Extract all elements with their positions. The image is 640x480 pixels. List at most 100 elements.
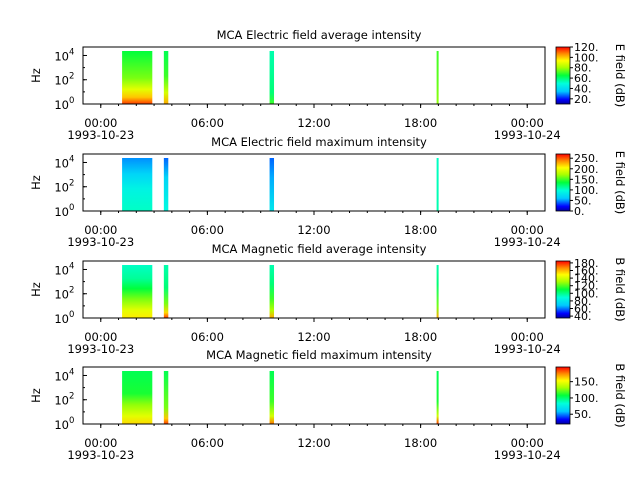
x-tick-label: 00:00 <box>84 436 117 450</box>
x-tick-label: 12:00 <box>297 223 330 237</box>
y-tick-exponent: 2 <box>69 286 74 296</box>
colorbar-label: E field (dB) <box>613 44 627 108</box>
colorbar-tick-label: 250. <box>574 152 599 165</box>
y-axis-label: Hz <box>29 175 43 190</box>
y-tick-label: 10 <box>54 312 69 326</box>
y-tick-exponent: 0 <box>69 310 74 320</box>
spectrogram-segment <box>122 158 153 211</box>
panel-2: MCA Electric field maximum intensity 10 0 1… <box>29 135 627 249</box>
y-tick-exponent: 2 <box>69 72 74 82</box>
y-axis-label: Hz <box>29 282 43 297</box>
colorbar-tick-label: 120. <box>574 280 599 293</box>
x-tick-date: 1993-10-24 <box>494 342 561 356</box>
colorbar-tick-label: 160. <box>574 265 599 278</box>
y-tick-exponent: 4 <box>69 47 74 57</box>
x-tick-label: 12:00 <box>297 436 330 450</box>
x-tick-label: 00:00 <box>511 330 544 344</box>
colorbar-tick-label: 60. <box>574 303 592 316</box>
spectrogram-segment <box>163 158 169 211</box>
x-tick-date: 1993-10-23 <box>67 342 134 356</box>
y-tick-exponent: 2 <box>69 392 74 402</box>
spectrogram-segment <box>122 51 153 104</box>
y-tick-label: 10 <box>54 205 69 219</box>
spectrogram-segment <box>163 265 169 318</box>
y-tick-exponent: 4 <box>69 367 74 377</box>
panel-title: MCA Electric field maximum intensity <box>211 135 427 149</box>
y-tick-label: 10 <box>54 418 69 432</box>
y-axis-label: Hz <box>29 68 43 83</box>
colorbar-tick-label: 80. <box>574 295 592 308</box>
x-tick-label: 00:00 <box>511 116 544 130</box>
y-tick-label: 10 <box>54 49 69 63</box>
x-tick-label: 18:00 <box>404 436 437 450</box>
y-tick-exponent: 4 <box>69 261 74 271</box>
y-tick-exponent: 0 <box>69 416 74 426</box>
colorbar-tick-label: 200. <box>574 163 599 176</box>
y-tick-label: 10 <box>54 288 69 302</box>
y-tick-exponent: 0 <box>69 203 74 213</box>
colorbar-label: E field (dB) <box>613 151 627 215</box>
x-tick-date: 1993-10-24 <box>494 128 561 142</box>
spectrogram-segment <box>163 371 169 424</box>
colorbar-tick-label: 150. <box>574 173 599 186</box>
plot-area <box>82 153 546 212</box>
x-tick-label: 00:00 <box>84 330 117 344</box>
colorbar-label: B field (dB) <box>613 363 627 427</box>
panel-title: MCA Magnetic field maximum intensity <box>206 348 432 362</box>
spectrogram-segment <box>436 158 439 211</box>
x-tick-label: 18:00 <box>404 116 437 130</box>
spectrogram-segment <box>122 265 153 318</box>
colorbar-tick-label: 40. <box>574 82 592 95</box>
colorbar-tick-label: 0. <box>574 205 585 218</box>
x-tick-date: 1993-10-23 <box>67 128 134 142</box>
x-tick-label: 06:00 <box>191 223 224 237</box>
colorbar-tick-label: 50. <box>574 408 592 421</box>
colorbar <box>555 366 571 425</box>
spectrogram-segment <box>122 371 153 424</box>
y-tick-label: 10 <box>54 394 69 408</box>
plot-area <box>82 366 546 425</box>
colorbar-tick-label: 100. <box>574 287 599 300</box>
colorbar-tick-label: 100. <box>574 51 599 64</box>
colorbar-tick-label: 20. <box>574 93 592 106</box>
y-tick-label: 10 <box>54 98 69 112</box>
plot-area <box>82 46 546 105</box>
x-tick-label: 12:00 <box>297 116 330 130</box>
y-tick-label: 10 <box>54 74 69 88</box>
plot-area <box>82 260 546 319</box>
colorbar-tick-label: 140. <box>574 272 599 285</box>
x-tick-label: 12:00 <box>297 330 330 344</box>
colorbar-tick-label: 40. <box>574 310 592 323</box>
y-tick-exponent: 0 <box>69 96 74 106</box>
colorbar <box>555 153 571 212</box>
y-tick-exponent: 2 <box>69 179 74 189</box>
x-tick-date: 1993-10-24 <box>494 235 561 249</box>
spectrogram-segment <box>163 51 169 104</box>
spectrogram-segment <box>436 51 439 104</box>
colorbar-tick-label: 180. <box>574 257 599 270</box>
colorbar <box>555 260 571 319</box>
y-tick-label: 10 <box>54 369 69 383</box>
spectrogram-segment <box>269 158 275 211</box>
panel-title: MCA Magnetic field average intensity <box>212 242 427 256</box>
y-tick-exponent: 4 <box>69 154 74 164</box>
colorbar-tick-label: 80. <box>574 62 592 75</box>
panel-title: MCA Electric field average intensity <box>217 28 422 42</box>
x-tick-label: 00:00 <box>84 116 117 130</box>
x-tick-label: 18:00 <box>404 223 437 237</box>
spectrogram-segment <box>436 371 439 424</box>
colorbar-tick-label: 120. <box>574 41 599 54</box>
colorbar-label: B field (dB) <box>613 257 627 321</box>
x-tick-label: 06:00 <box>191 116 224 130</box>
colorbar-tick-label: 60. <box>574 72 592 85</box>
colorbar-tick-label: 50. <box>574 194 592 207</box>
spectrogram-segment <box>269 371 275 424</box>
x-tick-label: 00:00 <box>511 223 544 237</box>
colorbar-tick-label: 150. <box>574 376 599 389</box>
x-tick-date: 1993-10-23 <box>67 235 134 249</box>
spectrogram-segment <box>436 265 439 318</box>
